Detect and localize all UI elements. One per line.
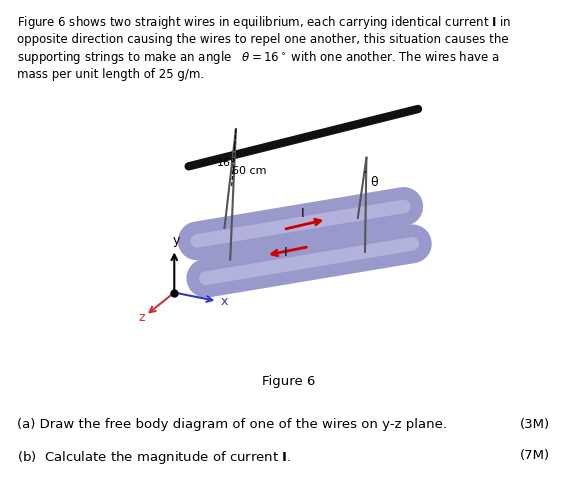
Text: 60 cm: 60 cm — [232, 166, 266, 176]
Text: I: I — [301, 207, 304, 220]
Text: z: z — [138, 311, 145, 324]
Text: 16°: 16° — [217, 158, 237, 168]
Text: I: I — [283, 246, 287, 259]
Text: θ: θ — [370, 176, 379, 189]
Text: (a) Draw the free body diagram of one of the wires on y-z plane.: (a) Draw the free body diagram of one of… — [17, 418, 447, 431]
Text: x: x — [220, 295, 228, 308]
Text: Figure 6: Figure 6 — [262, 375, 316, 388]
Text: (b)  Calculate the magnitude of current $\mathbf{I}$.: (b) Calculate the magnitude of current $… — [17, 449, 292, 467]
Text: (7M): (7M) — [520, 449, 550, 462]
Text: (3M): (3M) — [520, 418, 550, 431]
Text: Figure 6 shows two straight wires in equilibrium, each carrying identical curren: Figure 6 shows two straight wires in equ… — [17, 14, 512, 81]
Text: y: y — [173, 234, 180, 247]
